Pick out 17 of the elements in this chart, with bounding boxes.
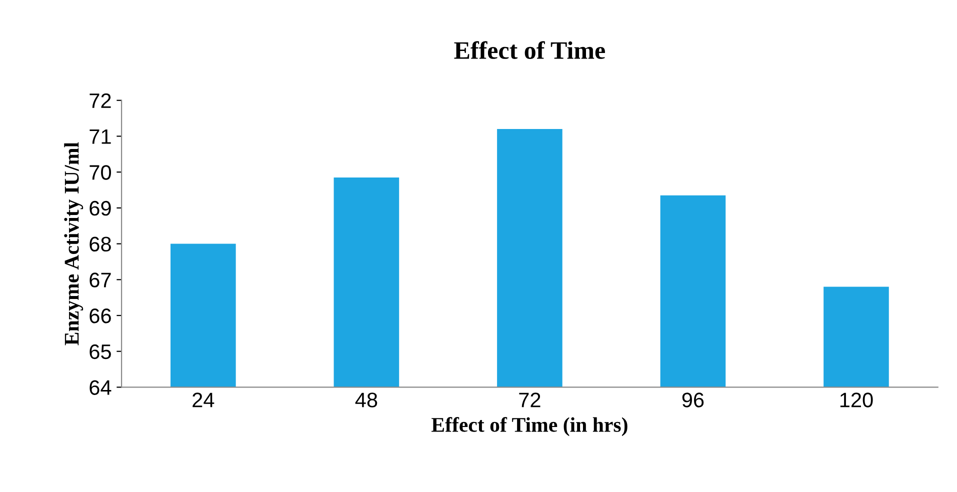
x-tick-label: 24 <box>192 392 214 408</box>
y-tick-label: 66 <box>90 308 111 324</box>
x-tick-label: 48 <box>355 392 378 408</box>
y-tick-label: 70 <box>90 165 112 180</box>
y-tick-label: 71 <box>90 129 111 144</box>
x-tick-label: 72 <box>519 392 540 408</box>
y-tick-label: 69 <box>90 200 111 216</box>
y-tick-label: 72 <box>90 93 111 108</box>
y-tick-label: 68 <box>90 236 111 252</box>
x-tick-label: 96 <box>682 392 704 408</box>
y-tick-label: 64 <box>90 380 112 395</box>
x-tick-label: 120 <box>840 392 873 408</box>
x-axis-title: Effect of Time (in hrs) <box>431 417 628 436</box>
y-tick-label: 67 <box>90 272 111 288</box>
chart-title: Effect of Time <box>454 41 605 59</box>
y-tick-label: 65 <box>90 344 111 360</box>
y-axis-title: Enzyme Activity IU/ml <box>64 142 84 346</box>
